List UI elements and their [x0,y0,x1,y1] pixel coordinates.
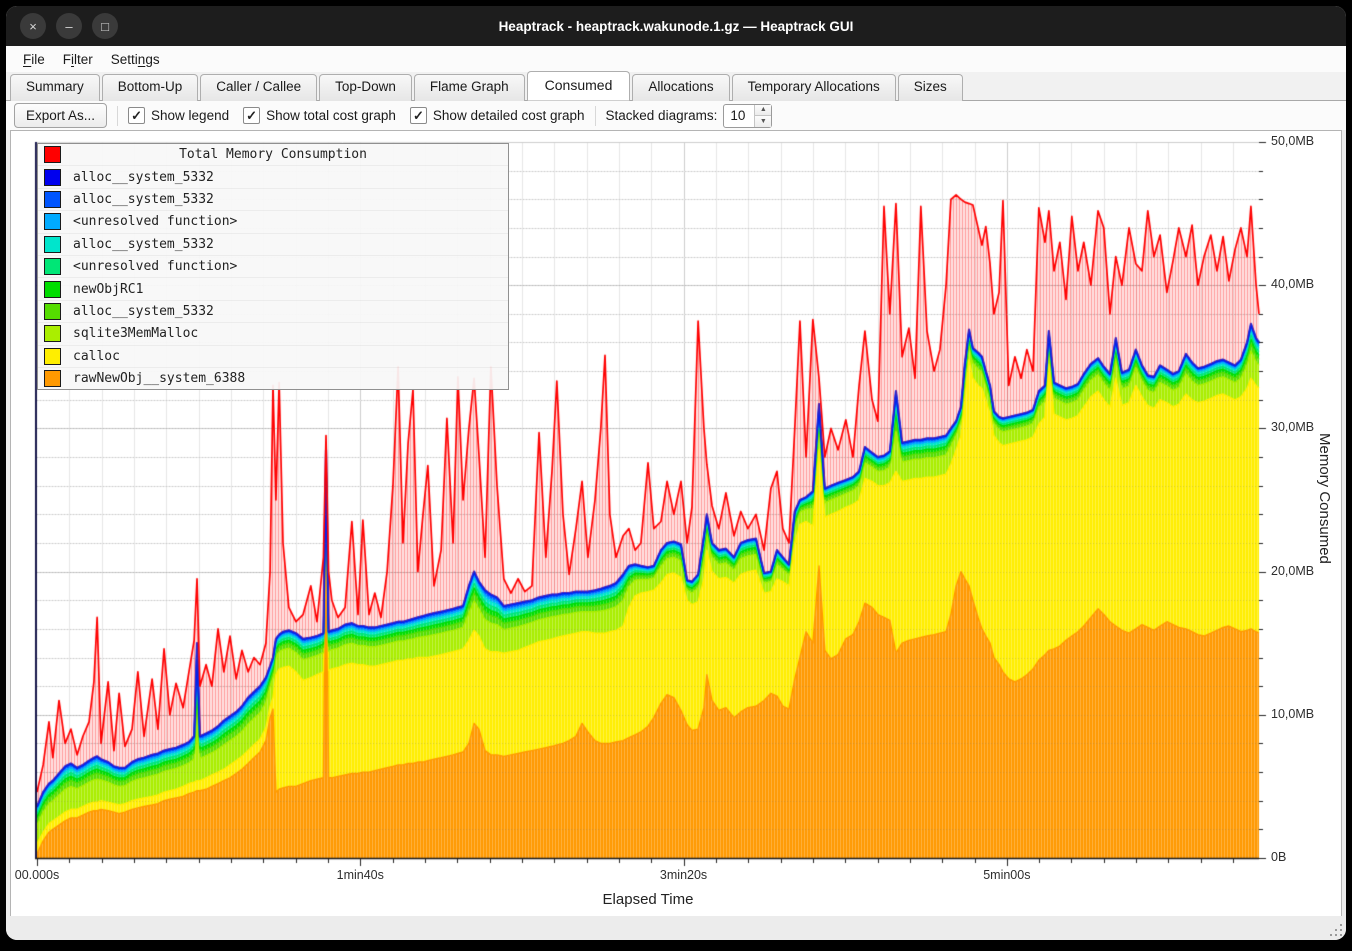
x-tick-label: 00.000s [14,868,60,882]
chart-legend: Total Memory Consumption alloc__system_53… [37,143,509,391]
stacked-diagrams-spinbox[interactable]: 10 ▲ ▼ [723,103,773,128]
consumed-chart-panel: Total Memory Consumption alloc__system_53… [10,130,1342,917]
close-button[interactable]: × [20,13,46,39]
legend-swatch-icon [44,235,61,253]
toolbar-separator [117,105,119,126]
legend-item: alloc__system_5332 [38,166,508,189]
toolbar-separator [594,105,596,126]
menu-file[interactable]: File [23,51,45,67]
legend-item: alloc__system_5332 [38,234,508,256]
export-as-button[interactable]: Export As... [14,103,108,128]
legend-swatch-icon [44,168,61,186]
legend-label: <unresolved function> [73,214,238,230]
checkbox-label: Show detailed cost graph [432,108,585,123]
tab-allocations[interactable]: Allocations [632,74,730,101]
spin-up-icon[interactable]: ▲ [755,104,772,116]
legend-label: alloc__system_5332 [73,236,214,252]
legend-swatch-icon [44,280,61,298]
y-tick-label: 10,0MB [1271,706,1315,721]
y-tick-label: 30,0MB [1271,420,1315,435]
checkbox-show-detailed-cost-graph[interactable]: ✓ Show detailed cost graph [409,107,585,124]
legend-item: alloc__system_5332 [38,189,508,212]
legend-label: rawNewObj__system_6388 [73,371,246,387]
legend-item: calloc [38,346,508,368]
legend-swatch-icon [44,258,61,276]
spin-down-icon[interactable]: ▼ [755,116,772,127]
stacked-diagrams-value[interactable]: 10 [730,108,746,123]
tab-bar: Summary Bottom-Up Caller / Callee Top-Down F… [6,71,1346,101]
resize-grip-icon[interactable] [1328,922,1342,936]
legend-title: Total Memory Consumption [179,147,367,163]
checkmark-icon: ✓ [243,107,261,124]
tab-top-down[interactable]: Top-Down [319,74,412,101]
y-tick-label: 40,0MB [1271,277,1315,292]
y-tick-label: 20,0MB [1271,563,1315,578]
stacked-diagrams-label: Stacked diagrams: [605,108,718,123]
toolbar: Export As... ✓ Show legend ✓ Show total cos… [6,101,1346,130]
legend-label: alloc__system_5332 [73,191,214,207]
y-tick-label: 50,0MB [1271,134,1315,148]
legend-label: alloc__system_5332 [73,303,214,319]
y-tick-label: 0B [1271,850,1287,864]
maximize-button[interactable]: □ [92,13,118,39]
tab-sizes[interactable]: Sizes [897,74,963,101]
x-axis-title: Elapsed Time [602,891,694,908]
tab-bottom-up[interactable]: Bottom-Up [101,74,199,101]
x-tick-label: 3min20s [659,868,708,882]
tab-summary[interactable]: Summary [10,74,100,101]
checkmark-icon: ✓ [409,107,427,124]
x-tick-label: 1min40s [336,868,384,882]
legend-item: <unresolved function> [38,256,508,279]
legend-swatch-icon [44,302,61,320]
tab-flame-graph[interactable]: Flame Graph [413,74,525,101]
heaptrack-window: × – □ Heaptrack - heaptrack.wakunode.1.gz … [6,6,1346,940]
status-bar [6,916,1346,940]
x-tick-label: 5min00s [983,868,1031,882]
menu-settings[interactable]: Settings [110,51,160,67]
tab-temporary-allocations[interactable]: Temporary Allocations [731,74,896,101]
minimize-button[interactable]: – [56,13,82,39]
legend-item: sqlite3MemMalloc [38,323,508,346]
legend-swatch-icon [44,190,61,208]
legend-item: rawNewObj__system_6388 [38,368,508,389]
checkbox-show-legend[interactable]: ✓ Show legend [128,107,229,124]
legend-label: <unresolved function> [73,259,238,275]
menu-filter[interactable]: Filter [62,51,93,67]
legend-item: alloc__system_5332 [38,301,508,324]
legend-item: <unresolved function> [38,211,508,234]
checkbox-label: Show total cost graph [266,108,396,123]
legend-swatch-icon [44,146,61,164]
legend-swatch-icon [44,325,61,343]
tab-caller-callee[interactable]: Caller / Callee [200,74,318,101]
checkbox-label: Show legend [151,108,230,123]
y-axis-title: Memory Consumed [1316,433,1333,564]
legend-swatch-icon [44,347,61,365]
legend-label: alloc__system_5332 [73,169,214,185]
legend-swatch-icon [44,370,61,388]
tab-consumed[interactable]: Consumed [526,71,631,101]
legend-label: newObjRC1 [73,281,144,297]
title-bar: × – □ Heaptrack - heaptrack.wakunode.1.gz … [6,6,1346,46]
legend-swatch-icon [44,213,61,231]
menu-bar: File Filter Settings [6,46,1346,72]
legend-label: sqlite3MemMalloc [73,326,199,342]
legend-item: newObjRC1 [38,278,508,301]
legend-title-row: Total Memory Consumption [38,144,508,167]
legend-label: calloc [73,348,120,364]
window-title: Heaptrack - heaptrack.wakunode.1.gz — He… [498,18,854,34]
checkbox-show-total-cost-graph[interactable]: ✓ Show total cost graph [243,107,396,124]
window-controls: × – □ [20,13,118,39]
checkmark-icon: ✓ [128,107,146,124]
